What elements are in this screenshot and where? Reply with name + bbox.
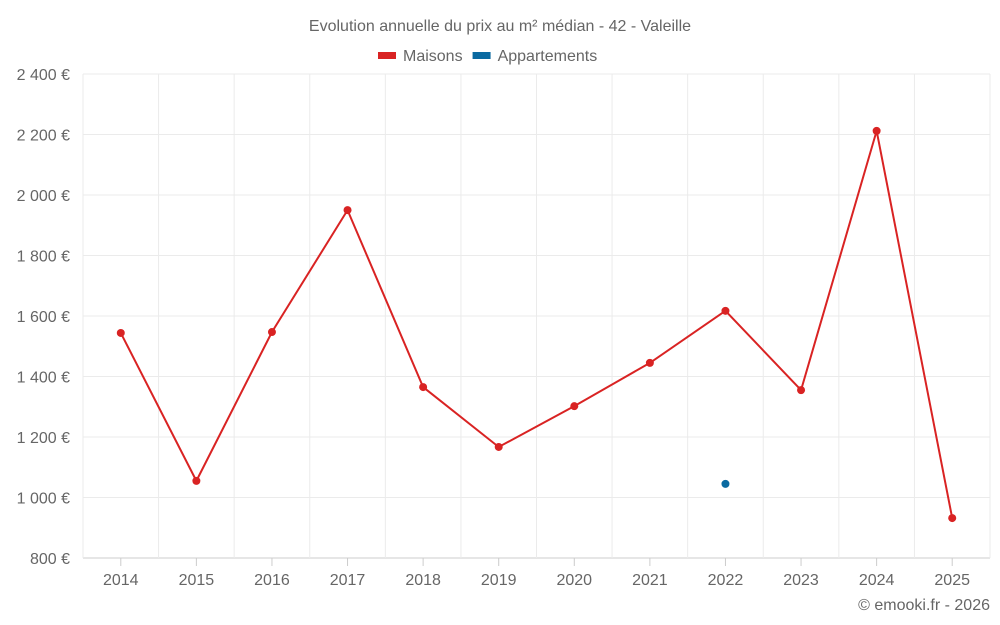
series-line-maisons: [119, 130, 954, 519]
legend-label: Appartements: [498, 48, 598, 65]
y-tick-label: 2 200 €: [17, 128, 70, 145]
legend-label: Maisons: [403, 48, 463, 65]
y-tick-label: 1 400 €: [17, 370, 70, 387]
grid: [82, 73, 991, 559]
legend-swatch: [472, 52, 491, 59]
x-tick-label: 2016: [254, 572, 290, 589]
legend-swatch: [378, 52, 396, 59]
x-tick-label: 2015: [179, 572, 215, 589]
y-tick-label: 1 600 €: [17, 309, 70, 326]
y-tick-label: 800 €: [30, 551, 70, 568]
data-point-maisons: [494, 442, 503, 451]
x-tick-label: 2025: [934, 572, 970, 589]
x-tick-label: 2023: [783, 572, 819, 589]
x-tick-label: 2024: [859, 572, 895, 589]
y-tick-label: 2 400 €: [17, 67, 70, 84]
data-point-appartements: [721, 479, 730, 488]
y-tick-label: 1 800 €: [17, 249, 70, 266]
data-point-maisons: [797, 386, 806, 395]
chart-title: Evolution annuelle du prix au m² médian …: [309, 18, 691, 35]
data-point-maisons: [872, 126, 881, 135]
data-point-maisons: [645, 358, 654, 367]
x-tick-label: 2019: [481, 572, 517, 589]
data-point-maisons: [948, 514, 957, 523]
series-points: [116, 126, 957, 523]
axes: 800 € 1 000 € 1 200 € 1 400 € 1 600 € 1 800 €…: [17, 67, 970, 589]
x-tick-label: 2017: [330, 572, 366, 589]
data-point-maisons: [116, 328, 125, 337]
x-tick-label: 2020: [556, 572, 592, 589]
series-lines: [119, 130, 954, 519]
y-tick-label: 1 000 €: [17, 491, 70, 508]
data-point-maisons: [343, 206, 352, 215]
x-tick-label: 2021: [632, 572, 668, 589]
x-tick-label: 2018: [405, 572, 441, 589]
data-point-maisons: [419, 383, 428, 392]
legend: Maisons Appartements: [378, 48, 597, 65]
data-point-maisons: [192, 476, 201, 485]
y-tick-label: 2 000 €: [17, 188, 70, 205]
data-point-maisons: [570, 402, 579, 411]
credit-text: © emooki.fr - 2026: [858, 597, 990, 614]
y-tick-label: 1 200 €: [17, 430, 70, 447]
x-tick-label: 2022: [708, 572, 744, 589]
data-point-maisons: [721, 306, 730, 315]
x-tick-label: 2014: [103, 572, 139, 589]
data-point-maisons: [267, 328, 276, 337]
